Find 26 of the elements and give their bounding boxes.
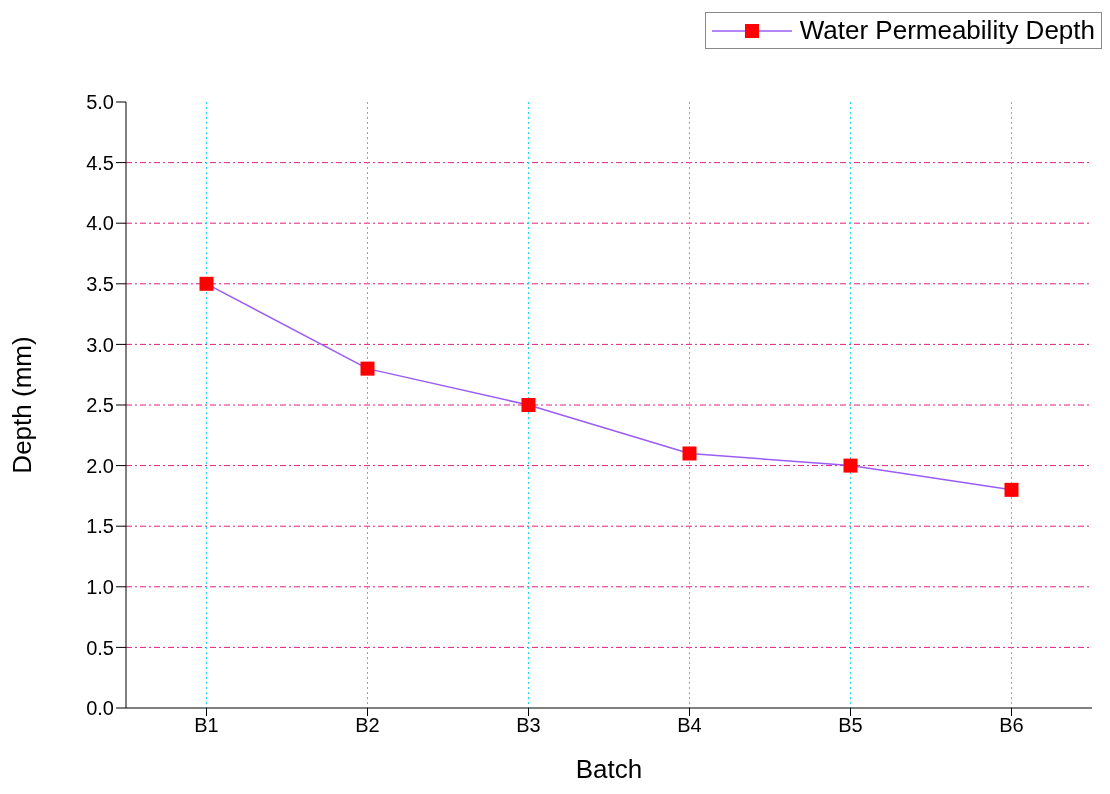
y-tick-label: 4.0 xyxy=(86,212,114,235)
y-tick-label: 5.0 xyxy=(86,91,114,114)
point xyxy=(1004,482,1019,497)
x-tick-label: B6 xyxy=(999,714,1024,737)
y-tick-label: 3.5 xyxy=(86,272,114,295)
point xyxy=(521,398,536,412)
point xyxy=(682,446,697,461)
point xyxy=(199,276,214,291)
y-tick-label: 4.5 xyxy=(86,151,114,174)
y-tick-label: 2.0 xyxy=(86,454,114,477)
y-tick-label: 1.0 xyxy=(86,575,114,598)
point xyxy=(843,458,858,473)
y-tick-label: 2.5 xyxy=(86,394,114,417)
y-tick-label: 3.0 xyxy=(86,333,114,356)
x-tick-label: B4 xyxy=(677,714,702,737)
x-tick-label: B2 xyxy=(355,714,380,737)
y-tick-label: 0.0 xyxy=(86,697,114,720)
y-axis-title: Depth (mm) xyxy=(7,336,38,474)
x-axis-title: Batch xyxy=(575,754,643,784)
x-tick-label: B3 xyxy=(516,714,541,737)
point xyxy=(360,361,375,376)
y-tick-label: 0.5 xyxy=(86,636,114,659)
x-tick-label: B1 xyxy=(194,714,219,737)
legend-label: Water Permeability Depth xyxy=(799,15,1095,46)
y-tick-label: 1.5 xyxy=(86,515,114,538)
x-tick-label: B5 xyxy=(838,714,863,737)
